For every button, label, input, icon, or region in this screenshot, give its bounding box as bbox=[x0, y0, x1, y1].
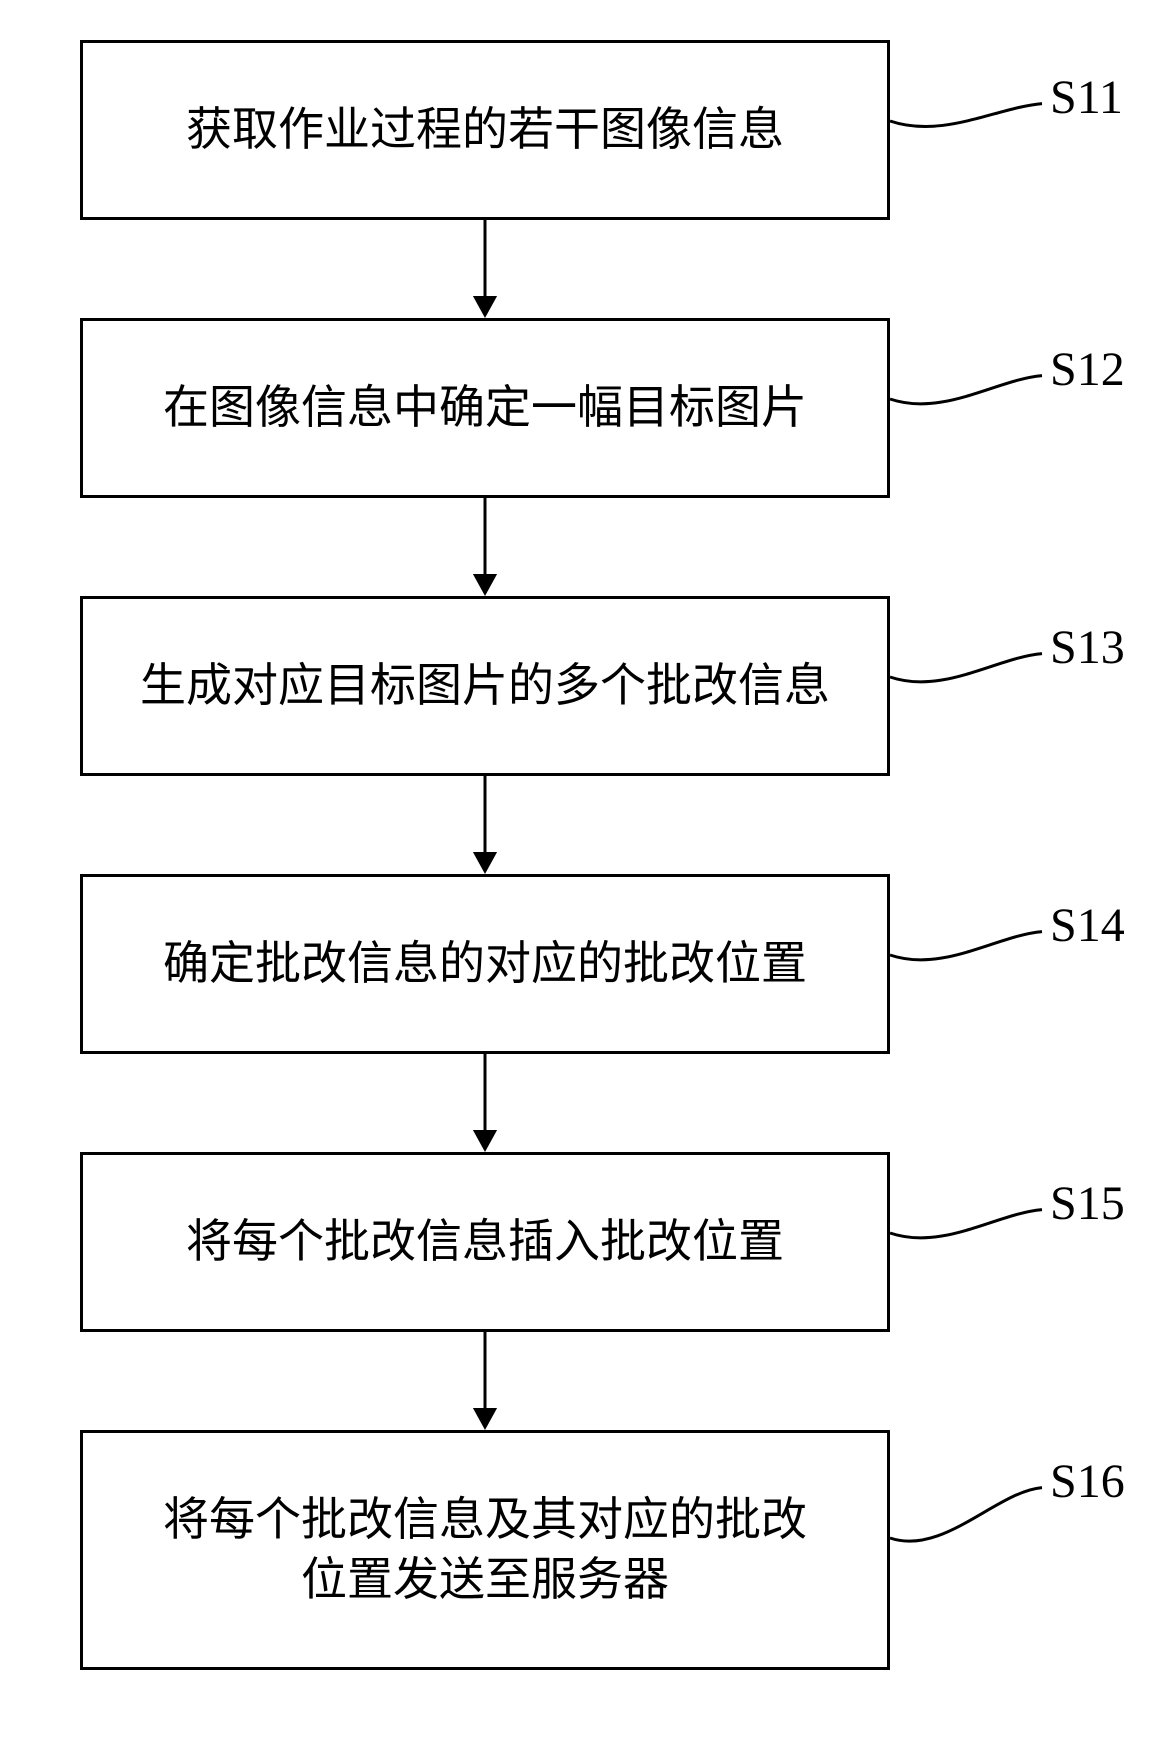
flow-node-text: 获取作业过程的若干图像信息 bbox=[186, 100, 784, 160]
flow-node-n1: 获取作业过程的若干图像信息 bbox=[80, 40, 890, 220]
label-connector bbox=[890, 1488, 1042, 1542]
step-label-n2: S12 bbox=[1050, 342, 1125, 397]
label-connector bbox=[890, 932, 1042, 960]
step-label-n6: S16 bbox=[1050, 1454, 1125, 1509]
arrowhead-icon bbox=[473, 574, 497, 596]
label-connector bbox=[890, 376, 1042, 404]
step-label-n1: S11 bbox=[1050, 70, 1123, 125]
arrowhead-icon bbox=[473, 1130, 497, 1152]
flow-node-n2: 在图像信息中确定一幅目标图片 bbox=[80, 318, 890, 498]
step-label-n4: S14 bbox=[1050, 898, 1125, 953]
step-label-n3: S13 bbox=[1050, 620, 1125, 675]
label-connector bbox=[890, 1210, 1042, 1238]
flow-node-text: 将每个批改信息及其对应的批改 位置发送至服务器 bbox=[163, 1490, 807, 1610]
flow-node-text: 确定批改信息的对应的批改位置 bbox=[163, 934, 807, 994]
flow-node-text: 在图像信息中确定一幅目标图片 bbox=[163, 378, 807, 438]
step-label-n5: S15 bbox=[1050, 1176, 1125, 1231]
arrowhead-icon bbox=[473, 1408, 497, 1430]
flow-node-text: 生成对应目标图片的多个批改信息 bbox=[140, 656, 830, 716]
arrowhead-icon bbox=[473, 852, 497, 874]
flow-node-n6: 将每个批改信息及其对应的批改 位置发送至服务器 bbox=[80, 1430, 890, 1670]
label-connector bbox=[890, 104, 1042, 127]
flow-node-n5: 将每个批改信息插入批改位置 bbox=[80, 1152, 890, 1332]
flow-node-n3: 生成对应目标图片的多个批改信息 bbox=[80, 596, 890, 776]
flow-node-text: 将每个批改信息插入批改位置 bbox=[186, 1212, 784, 1272]
flow-node-n4: 确定批改信息的对应的批改位置 bbox=[80, 874, 890, 1054]
arrowhead-icon bbox=[473, 296, 497, 318]
label-connector bbox=[890, 654, 1042, 682]
